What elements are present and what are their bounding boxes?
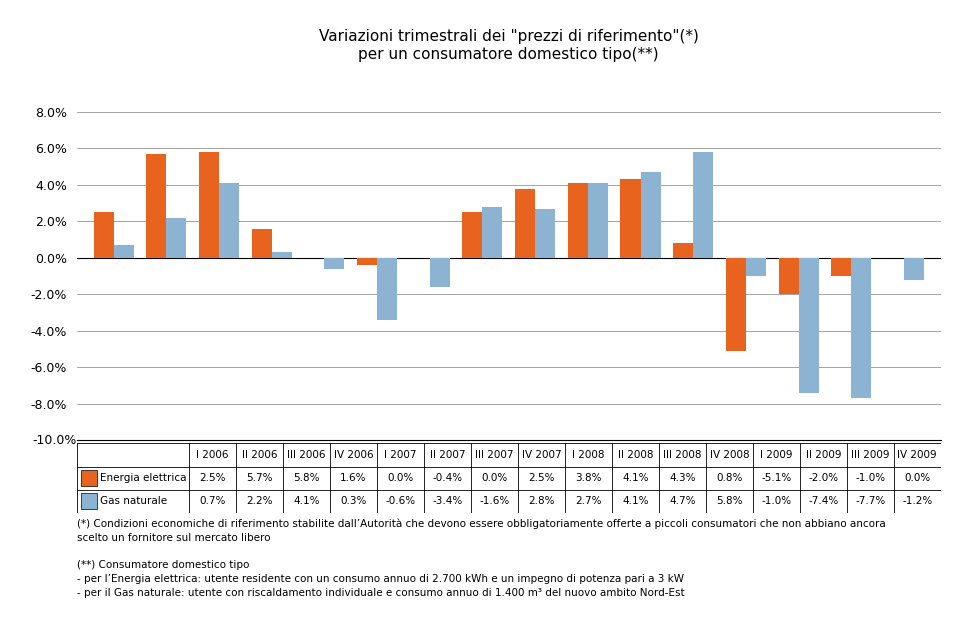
- Bar: [430, 258, 450, 287]
- Text: III 2006: III 2006: [287, 450, 325, 460]
- Text: I 2009: I 2009: [760, 450, 793, 460]
- Text: 4.3%: 4.3%: [669, 473, 696, 483]
- Text: scelto un fornitore sul mercato libero: scelto un fornitore sul mercato libero: [77, 533, 271, 543]
- Bar: [113, 245, 133, 258]
- Bar: [852, 258, 872, 398]
- Text: 4.1%: 4.1%: [622, 473, 649, 483]
- Bar: [620, 179, 640, 258]
- Text: 1.6%: 1.6%: [340, 473, 367, 483]
- Bar: [779, 258, 799, 294]
- Text: -1.0%: -1.0%: [855, 473, 885, 483]
- Text: II 2007: II 2007: [430, 450, 466, 460]
- Text: 0.0%: 0.0%: [481, 473, 508, 483]
- Text: -10.0%: -10.0%: [33, 434, 77, 447]
- Bar: [588, 183, 608, 258]
- Bar: [799, 258, 819, 393]
- Text: 4.1%: 4.1%: [622, 496, 649, 506]
- Bar: [81, 470, 97, 486]
- Text: I 2006: I 2006: [197, 450, 228, 460]
- Text: Gas naturale: Gas naturale: [100, 496, 167, 506]
- Text: 0.3%: 0.3%: [341, 496, 367, 506]
- Text: -7.7%: -7.7%: [855, 496, 885, 506]
- Text: -0.4%: -0.4%: [432, 473, 463, 483]
- Text: -0.6%: -0.6%: [386, 496, 416, 506]
- Text: I 2008: I 2008: [572, 450, 605, 460]
- Bar: [94, 212, 113, 258]
- Text: 4.1%: 4.1%: [294, 496, 320, 506]
- Bar: [483, 207, 502, 258]
- Text: 2.2%: 2.2%: [247, 496, 273, 506]
- Bar: [252, 229, 272, 258]
- Bar: [272, 252, 292, 258]
- Bar: [377, 258, 397, 320]
- Text: II 2009: II 2009: [805, 450, 841, 460]
- Bar: [726, 258, 746, 351]
- Bar: [463, 212, 483, 258]
- Text: -7.4%: -7.4%: [808, 496, 838, 506]
- Bar: [146, 154, 166, 258]
- Text: - per il Gas naturale: utente con riscaldamento individuale e consumo annuo di 1: - per il Gas naturale: utente con riscal…: [77, 588, 684, 598]
- Text: 0.0%: 0.0%: [904, 473, 930, 483]
- Text: 5.7%: 5.7%: [247, 473, 273, 483]
- Text: 0.8%: 0.8%: [716, 473, 743, 483]
- Text: IV 2008: IV 2008: [709, 450, 749, 460]
- Bar: [199, 152, 219, 258]
- Text: -1.2%: -1.2%: [902, 496, 932, 506]
- Text: 0.7%: 0.7%: [200, 496, 226, 506]
- Bar: [831, 258, 852, 276]
- Text: -3.4%: -3.4%: [432, 496, 463, 506]
- Bar: [166, 218, 186, 258]
- Text: 0.0%: 0.0%: [388, 473, 414, 483]
- Text: III 2008: III 2008: [663, 450, 702, 460]
- Bar: [746, 258, 766, 276]
- Text: (*) Condizioni economiche di riferimento stabilite dall’Autorità che devono esse: (*) Condizioni economiche di riferimento…: [77, 519, 885, 530]
- Text: 2.5%: 2.5%: [528, 473, 555, 483]
- Text: (**) Consumatore domestico tipo: (**) Consumatore domestico tipo: [77, 560, 250, 571]
- Text: 5.8%: 5.8%: [716, 496, 743, 506]
- Text: 2.5%: 2.5%: [200, 473, 226, 483]
- Text: 3.8%: 3.8%: [575, 473, 602, 483]
- Bar: [673, 243, 693, 258]
- Text: III 2007: III 2007: [475, 450, 514, 460]
- Text: -5.1%: -5.1%: [761, 473, 791, 483]
- Bar: [219, 183, 239, 258]
- Text: - per l’Energia elettrica: utente residente con un consumo annuo di 2.700 kWh e : - per l’Energia elettrica: utente reside…: [77, 574, 684, 584]
- Bar: [516, 189, 535, 258]
- Text: 2.8%: 2.8%: [528, 496, 555, 506]
- Bar: [693, 152, 713, 258]
- Text: I 2007: I 2007: [384, 450, 417, 460]
- Text: 2.7%: 2.7%: [575, 496, 602, 506]
- Text: II 2006: II 2006: [242, 450, 277, 460]
- Bar: [567, 183, 588, 258]
- Bar: [640, 172, 660, 258]
- Text: Energia elettrica: Energia elettrica: [100, 473, 186, 483]
- Text: IV 2007: IV 2007: [521, 450, 562, 460]
- Text: IV 2009: IV 2009: [898, 450, 937, 460]
- Text: 4.7%: 4.7%: [669, 496, 696, 506]
- Text: -1.6%: -1.6%: [479, 496, 510, 506]
- Text: II 2008: II 2008: [617, 450, 653, 460]
- Text: IV 2006: IV 2006: [334, 450, 373, 460]
- Text: -1.0%: -1.0%: [761, 496, 791, 506]
- Bar: [81, 493, 97, 509]
- Text: -2.0%: -2.0%: [808, 473, 838, 483]
- Bar: [357, 258, 377, 265]
- Title: Variazioni trimestrali dei "prezzi di riferimento"(*)
per un consumatore domesti: Variazioni trimestrali dei "prezzi di ri…: [319, 30, 699, 62]
- Text: III 2009: III 2009: [852, 450, 890, 460]
- Bar: [535, 209, 555, 258]
- Bar: [324, 258, 345, 269]
- Text: 5.8%: 5.8%: [294, 473, 320, 483]
- Bar: [904, 258, 924, 280]
